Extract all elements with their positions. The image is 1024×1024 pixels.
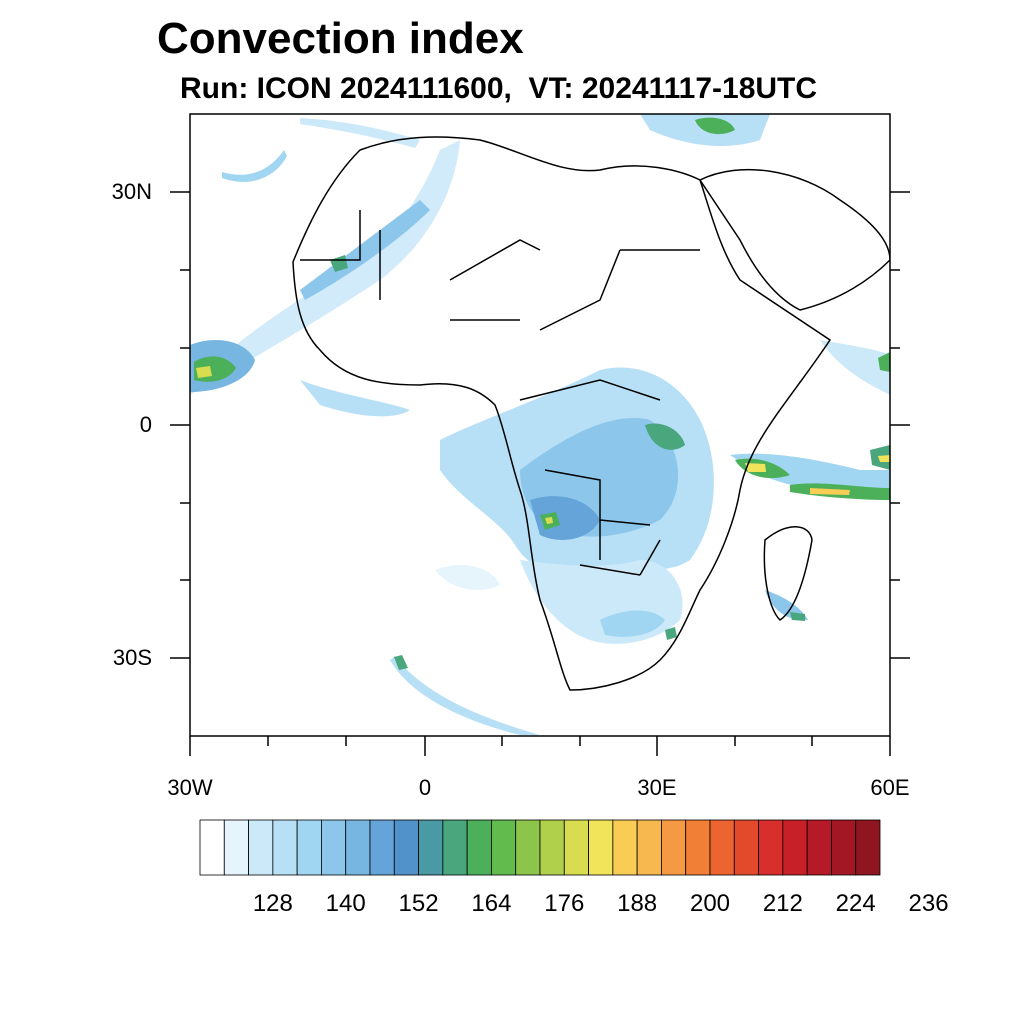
colorbar-cell — [782, 819, 808, 876]
colorbar — [199, 819, 881, 876]
chart-subtitle: Run: ICON 2024111600, VT: 20241117-18UTC — [180, 72, 818, 105]
chart-title: Convection index — [157, 14, 524, 63]
colorbar-cell — [612, 819, 638, 876]
colorbar-cell — [855, 819, 881, 876]
lon-label-30e: 30E — [637, 775, 677, 800]
colorbar-cell — [563, 819, 589, 876]
colorbar-cell — [248, 819, 274, 876]
colorbar-label: 236 — [908, 890, 949, 917]
colorbar-cell — [272, 819, 298, 876]
colorbar-cell — [733, 819, 759, 876]
lon-label-30w: 30W — [167, 775, 213, 800]
colorbar-cell — [296, 819, 322, 876]
lat-label-30s: 30S — [112, 645, 152, 670]
colorbar-cell — [321, 819, 347, 876]
lon-label-0: 0 — [418, 775, 432, 800]
colorbar-cell — [199, 819, 225, 876]
colorbar-cell — [539, 819, 565, 876]
colorbar-cell — [661, 819, 687, 876]
colorbar-cell — [685, 819, 711, 876]
colorbar-cell — [588, 819, 614, 876]
colorbar-label: 128 — [252, 890, 293, 917]
colorbar-label: 200 — [689, 890, 731, 917]
colorbar-label: 164 — [471, 890, 512, 917]
colorbar-cell — [636, 819, 662, 876]
colorbar-label: 188 — [617, 890, 658, 917]
colorbar-cell — [369, 819, 395, 876]
colorbar-cell — [709, 819, 735, 876]
colorbar-cell — [515, 819, 541, 876]
colorbar-cell — [345, 819, 371, 876]
colorbar-cell — [758, 819, 784, 876]
colorbar-cell — [466, 819, 492, 876]
lat-label-0: 0 — [139, 412, 152, 437]
colorbar-label: 140 — [325, 890, 366, 917]
colorbar-cell — [442, 819, 468, 876]
colorbar-cell — [831, 819, 857, 876]
colorbar-label: 212 — [762, 890, 803, 917]
colorbar-label: 152 — [398, 890, 439, 917]
colorbar-cell — [223, 819, 249, 876]
colorbar-cell — [491, 819, 517, 876]
colorbar-cell — [418, 819, 444, 876]
colorbar-label: 224 — [835, 890, 876, 917]
colorbar-cell — [393, 819, 419, 876]
lon-label-60e: 60E — [870, 775, 910, 800]
axis-ticks — [170, 191, 910, 756]
colorbar-cell — [806, 819, 832, 876]
convection-shading — [190, 114, 890, 735]
colorbar-label: 176 — [544, 890, 585, 917]
lat-label-30n: 30N — [111, 179, 152, 204]
